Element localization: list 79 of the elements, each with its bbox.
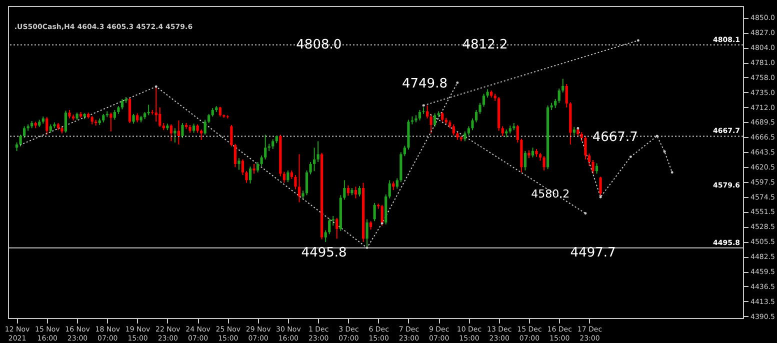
candlestick	[248, 166, 252, 184]
annotation: 4749.8	[402, 76, 448, 92]
candlestick	[158, 106, 162, 128]
annotation: 4812.2	[462, 38, 508, 53]
candlestick	[147, 104, 150, 116]
candlestick	[580, 132, 583, 142]
candlestick	[46, 116, 48, 136]
candlestick	[531, 147, 534, 158]
candlestick	[264, 134, 267, 160]
candlestick	[181, 122, 184, 138]
candlestick	[358, 186, 361, 197]
candlestick	[516, 124, 519, 143]
candlestick	[313, 147, 316, 172]
candlestick	[260, 155, 263, 166]
candlestick	[154, 86, 158, 122]
candlestick	[241, 158, 244, 176]
candlestick	[174, 128, 176, 143]
candlestick	[542, 156, 546, 171]
candlestick	[23, 126, 26, 138]
candlestick	[170, 124, 172, 142]
candlestick	[328, 218, 331, 235]
candlestick	[286, 170, 290, 183]
annotation: 4497.7	[570, 245, 616, 260]
candlestick	[245, 170, 248, 184]
candlestick	[200, 129, 203, 140]
candlestick	[298, 154, 301, 203]
candlestick	[524, 150, 527, 171]
candlestick	[332, 215, 334, 226]
candlestick	[218, 106, 222, 117]
candlestick	[208, 113, 210, 124]
candlestick	[192, 123, 196, 134]
candlestick	[282, 171, 286, 184]
candlestick	[418, 110, 422, 121]
annotation: 4667.7	[592, 130, 638, 146]
candlestick	[373, 202, 376, 222]
candlestick	[558, 88, 560, 104]
candlestick	[128, 97, 132, 124]
candlestick	[554, 98, 557, 109]
candlestick	[403, 145, 406, 157]
candlestick	[113, 110, 116, 120]
candlestick	[252, 163, 256, 174]
candlestick	[592, 160, 594, 174]
annotation: 4808.0	[296, 38, 342, 53]
candlestick	[482, 93, 486, 108]
candlestick	[238, 158, 240, 170]
candlestick	[452, 124, 455, 136]
candlestick	[204, 119, 206, 136]
candlestick	[272, 138, 274, 150]
candlestick	[19, 134, 22, 147]
candlestick	[336, 217, 338, 240]
candlestick	[501, 126, 504, 136]
candlestick	[302, 190, 304, 200]
candlestick	[396, 178, 398, 190]
candlestick	[346, 184, 350, 196]
candlestick	[434, 112, 436, 128]
candlestick	[64, 110, 68, 134]
candlestick	[343, 180, 346, 200]
candlestick	[324, 230, 327, 242]
candlestick	[120, 98, 124, 110]
candlestick	[388, 180, 391, 199]
candlestick	[467, 126, 470, 136]
candlestick	[136, 112, 139, 123]
candlestick	[464, 130, 466, 142]
candlestick	[430, 113, 432, 134]
annotation: 4580.2	[531, 187, 570, 200]
candlestick	[132, 113, 135, 124]
candlestick	[177, 120, 180, 145]
candlestick	[234, 143, 237, 168]
candlestick	[595, 162, 598, 174]
candlestick	[316, 140, 320, 162]
candlestick	[110, 112, 112, 132]
candlestick	[256, 162, 260, 173]
candlestick	[441, 111, 444, 122]
annotation: 4495.8	[301, 245, 347, 260]
candlestick	[565, 84, 568, 108]
candlestick	[562, 78, 564, 93]
candlestick	[478, 102, 482, 114]
candlestick	[354, 186, 358, 199]
candlestick	[230, 124, 233, 147]
